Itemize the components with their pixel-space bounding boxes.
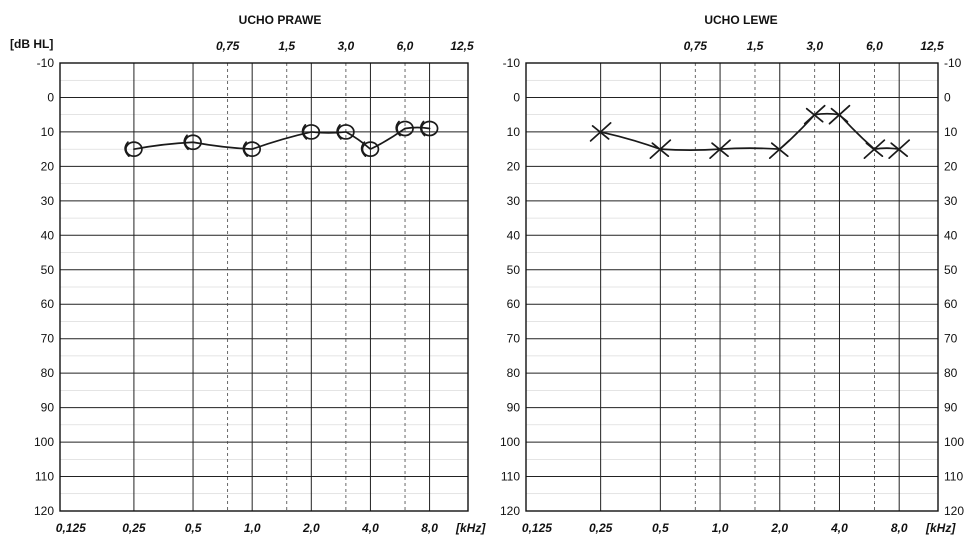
y-axis-label: [dB HL]: [10, 37, 53, 51]
y-tick-label: 50: [507, 263, 521, 277]
y-tick-label: 90: [507, 401, 521, 415]
x-tick-label-bottom: 0,25: [589, 521, 613, 535]
data-point-circle-stroke: [242, 141, 249, 158]
data-point-circle-stroke: [360, 141, 367, 158]
data-point-circle-stroke: [183, 134, 189, 151]
x-tick-label-bottom: 2,0: [302, 521, 320, 535]
y-tick-label: 10: [507, 125, 521, 139]
x-tick-label-bottom: 4,0: [830, 521, 848, 535]
plot-frame: [525, 62, 939, 512]
y-tick-label-right: 0: [944, 90, 951, 104]
y-tick-label-right: 50: [944, 263, 958, 277]
x-axis-unit: [kHz]: [455, 521, 486, 535]
data-point-circle-stroke: [395, 120, 401, 137]
data-point-circle-stroke: [124, 141, 130, 158]
x-tick-label-bottom: 1,0: [712, 521, 729, 535]
y-tick-label-right: 60: [944, 297, 958, 311]
data-point-circle-stroke: [301, 124, 308, 140]
y-tick-label: -10: [503, 56, 521, 70]
x-tick-label-top: 0,75: [216, 39, 240, 53]
x-tick-label-bottom: 0,5: [652, 521, 669, 535]
x-tick-label-top: 6,0: [866, 39, 883, 53]
y-tick-label-right: 80: [944, 366, 958, 380]
y-tick-label: 0: [513, 90, 520, 104]
y-tick-label: 60: [41, 297, 55, 311]
data-point-circle-stroke: [419, 120, 426, 137]
data-point-cross: [649, 139, 672, 160]
x-tick-label-bottom: 4,0: [361, 521, 379, 535]
y-tick-label: -10: [37, 56, 55, 70]
series-line: [133, 126, 431, 151]
y-tick-label: 90: [41, 401, 55, 415]
y-tick-label: 10: [41, 125, 55, 139]
y-tick-label: 40: [41, 228, 55, 242]
x-axis-unit: [kHz]: [925, 521, 956, 535]
x-tick-label-bottom: 8,0: [421, 521, 438, 535]
x-tick-label-bottom: 8,0: [891, 521, 908, 535]
y-tick-label: 120: [500, 504, 520, 518]
y-tick-label-right: 120: [944, 504, 964, 518]
y-tick-label: 50: [41, 263, 55, 277]
y-tick-label-right: -10: [944, 56, 962, 70]
panel-left-ear: UCHO LEWE -10 -10 0 0 10 10 20 20 30 30 40 40 50 50 60 6…: [500, 13, 964, 535]
y-tick-label: 100: [500, 435, 520, 449]
y-tick-label-right: 90: [944, 401, 958, 415]
data-point-cross: [589, 122, 612, 142]
y-tick-label: 110: [501, 470, 520, 484]
y-tick-label: 30: [507, 194, 521, 208]
x-tick-label-bottom: 0,125: [56, 521, 86, 535]
panel-right-ear: UCHO PRAWE [dB HL] -10 0 10 20 30 40 50 60 70 80 90 1…: [10, 13, 486, 535]
chart-title: UCHO LEWE: [704, 13, 777, 27]
chart-title: UCHO PRAWE: [239, 13, 322, 27]
y-tick-label: 80: [41, 366, 55, 380]
x-tick-label-top: 1,5: [278, 39, 295, 53]
x-tick-label-bottom: 1,0: [244, 521, 261, 535]
x-tick-label-top: 12,5: [450, 39, 474, 53]
x-tick-label-bottom: 2,0: [770, 521, 788, 535]
y-tick-label-right: 20: [944, 159, 958, 173]
y-tick-label: 0: [47, 90, 54, 104]
x-tick-label-bottom: 0,5: [185, 521, 202, 535]
plot-frame: [59, 62, 469, 512]
x-tick-label-top: 3,0: [338, 39, 355, 53]
data-point-cross: [709, 139, 731, 160]
x-tick-label-top: 1,5: [747, 39, 764, 53]
data-point-cross: [828, 104, 851, 125]
y-tick-label: 40: [507, 228, 521, 242]
y-tick-label: 20: [41, 159, 55, 173]
y-tick-label: 70: [507, 332, 521, 346]
y-tick-label: 80: [507, 366, 521, 380]
data-point-cross: [888, 139, 911, 160]
x-tick-label-bottom: 0,25: [122, 521, 146, 535]
data-point-cross: [768, 139, 791, 160]
y-tick-label-right: 70: [944, 332, 958, 346]
y-tick-label: 100: [34, 435, 54, 449]
x-tick-label-top: 6,0: [397, 39, 414, 53]
y-tick-label-right: 40: [944, 228, 958, 242]
y-tick-label: 60: [507, 297, 521, 311]
data-point-circle-stroke: [336, 124, 342, 140]
data-point-cross: [803, 104, 826, 125]
x-tick-label-top: 3,0: [806, 39, 823, 53]
y-tick-label: 110: [35, 470, 54, 484]
y-tick-label: 30: [41, 194, 55, 208]
y-tick-label-right: 100: [944, 435, 964, 449]
y-tick-label: 20: [507, 159, 521, 173]
y-tick-label-right: 10: [944, 125, 958, 139]
y-tick-label-right: 110: [944, 470, 963, 484]
data-point-cross: [863, 139, 886, 160]
y-tick-label-right: 30: [944, 194, 958, 208]
x-tick-label-top: 0,75: [684, 39, 708, 53]
y-tick-label: 70: [41, 332, 55, 346]
x-tick-label-bottom: 0,125: [522, 521, 552, 535]
x-tick-label-top: 12,5: [920, 39, 944, 53]
y-tick-label: 120: [34, 504, 54, 518]
